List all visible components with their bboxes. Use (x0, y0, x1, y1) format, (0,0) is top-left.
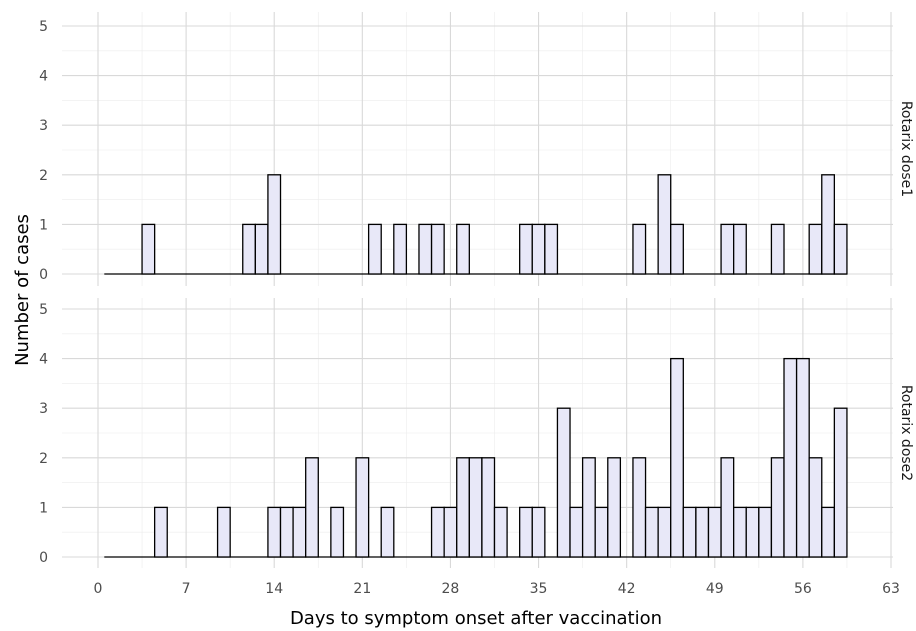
bar-dose2 (355, 457, 370, 558)
bar-dose2 (468, 457, 483, 558)
bar-dose2 (632, 457, 647, 558)
bar-dose1 (544, 223, 559, 275)
bar-dose1 (393, 223, 408, 275)
y-tick-label: 0 (39, 550, 48, 566)
x-tick-label: 63 (882, 581, 900, 597)
bar-dose2 (644, 506, 659, 558)
x-tick-label: 21 (353, 581, 371, 597)
bar-dose1 (141, 223, 156, 275)
bar-dose2 (783, 357, 798, 558)
bar-dose2 (770, 457, 785, 558)
bar-dose2 (707, 506, 722, 558)
bar-dose2 (443, 506, 458, 558)
x-tick-label: 49 (706, 581, 724, 597)
bar-dose2 (569, 506, 584, 558)
bar-dose2 (833, 407, 848, 558)
bar-dose2 (581, 457, 596, 558)
bar-dose1 (418, 223, 433, 275)
bar-dose2 (556, 407, 571, 558)
bar-dose1 (430, 223, 445, 275)
bar-dose2 (531, 506, 546, 558)
bar-dose2 (267, 506, 282, 558)
bar-dose1 (670, 223, 684, 275)
bar-dose2 (594, 506, 609, 558)
bar-dose2 (682, 506, 697, 558)
bar-dose2 (279, 506, 294, 558)
y-tick-label: 3 (39, 401, 48, 417)
y-tick-label: 3 (39, 118, 48, 134)
bar-dose2 (292, 506, 307, 558)
bar-dose1 (519, 223, 533, 275)
bar-dose2 (808, 457, 823, 558)
y-tick-label: 1 (39, 500, 48, 516)
bar-dose2 (695, 506, 710, 558)
bar-dose2 (456, 457, 470, 558)
bar-dose2 (305, 457, 319, 558)
bar-dose1 (720, 223, 735, 275)
bar-dose2 (380, 506, 395, 558)
bar-dose2 (519, 506, 533, 558)
bar-dose2 (153, 506, 168, 558)
x-tick-label: 28 (442, 581, 460, 597)
bar-dose1 (733, 223, 747, 275)
x-tick-label: 42 (618, 581, 636, 597)
bar-dose2 (733, 506, 747, 558)
x-axis-title: Days to symptom onset after vaccination (290, 608, 662, 629)
bar-dose2 (720, 457, 735, 558)
y-tick-label: 1 (39, 217, 48, 233)
y-tick-label: 2 (39, 451, 48, 467)
bar-dose1 (657, 174, 672, 275)
x-tick-label: 7 (182, 581, 191, 597)
bar-dose1 (267, 174, 282, 275)
bar-dose2 (330, 506, 345, 558)
y-tick-label: 5 (39, 19, 48, 35)
bar-dose2 (657, 506, 672, 558)
y-axis-title: Number of cases (12, 214, 33, 366)
bar-dose2 (430, 506, 445, 558)
x-tick-label: 35 (530, 581, 548, 597)
bar-dose2 (493, 506, 508, 558)
bar-dose2 (745, 506, 760, 558)
y-tick-label: 2 (39, 168, 48, 184)
facet-strip-label: Rotarix dose1 (898, 101, 914, 197)
bar-dose1 (808, 223, 823, 275)
bar-dose2 (607, 457, 622, 558)
bar-dose2 (670, 357, 684, 558)
y-tick-label: 0 (39, 267, 48, 283)
bar-dose1 (632, 223, 647, 275)
bar-dose2 (821, 506, 836, 558)
bar-dose1 (242, 223, 256, 275)
bar-dose1 (456, 223, 470, 275)
y-tick-label: 4 (39, 352, 48, 368)
bar-dose1 (770, 223, 785, 275)
bar-dose1 (531, 223, 546, 275)
y-tick-label: 5 (39, 302, 48, 318)
x-tick-label: 0 (94, 581, 103, 597)
y-tick-label: 4 (39, 69, 48, 85)
bar-dose1 (367, 223, 382, 275)
bar-dose2 (795, 357, 810, 558)
bar-dose2 (481, 457, 496, 558)
x-tick-label: 14 (265, 581, 283, 597)
bar-dose1 (254, 223, 269, 275)
facet-strip-label: Rotarix dose2 (898, 385, 914, 481)
bar-dose1 (833, 223, 848, 275)
bar-dose2 (216, 506, 231, 558)
bar-dose1 (821, 174, 836, 275)
x-tick-label: 56 (794, 581, 812, 597)
bar-dose2 (758, 506, 773, 558)
